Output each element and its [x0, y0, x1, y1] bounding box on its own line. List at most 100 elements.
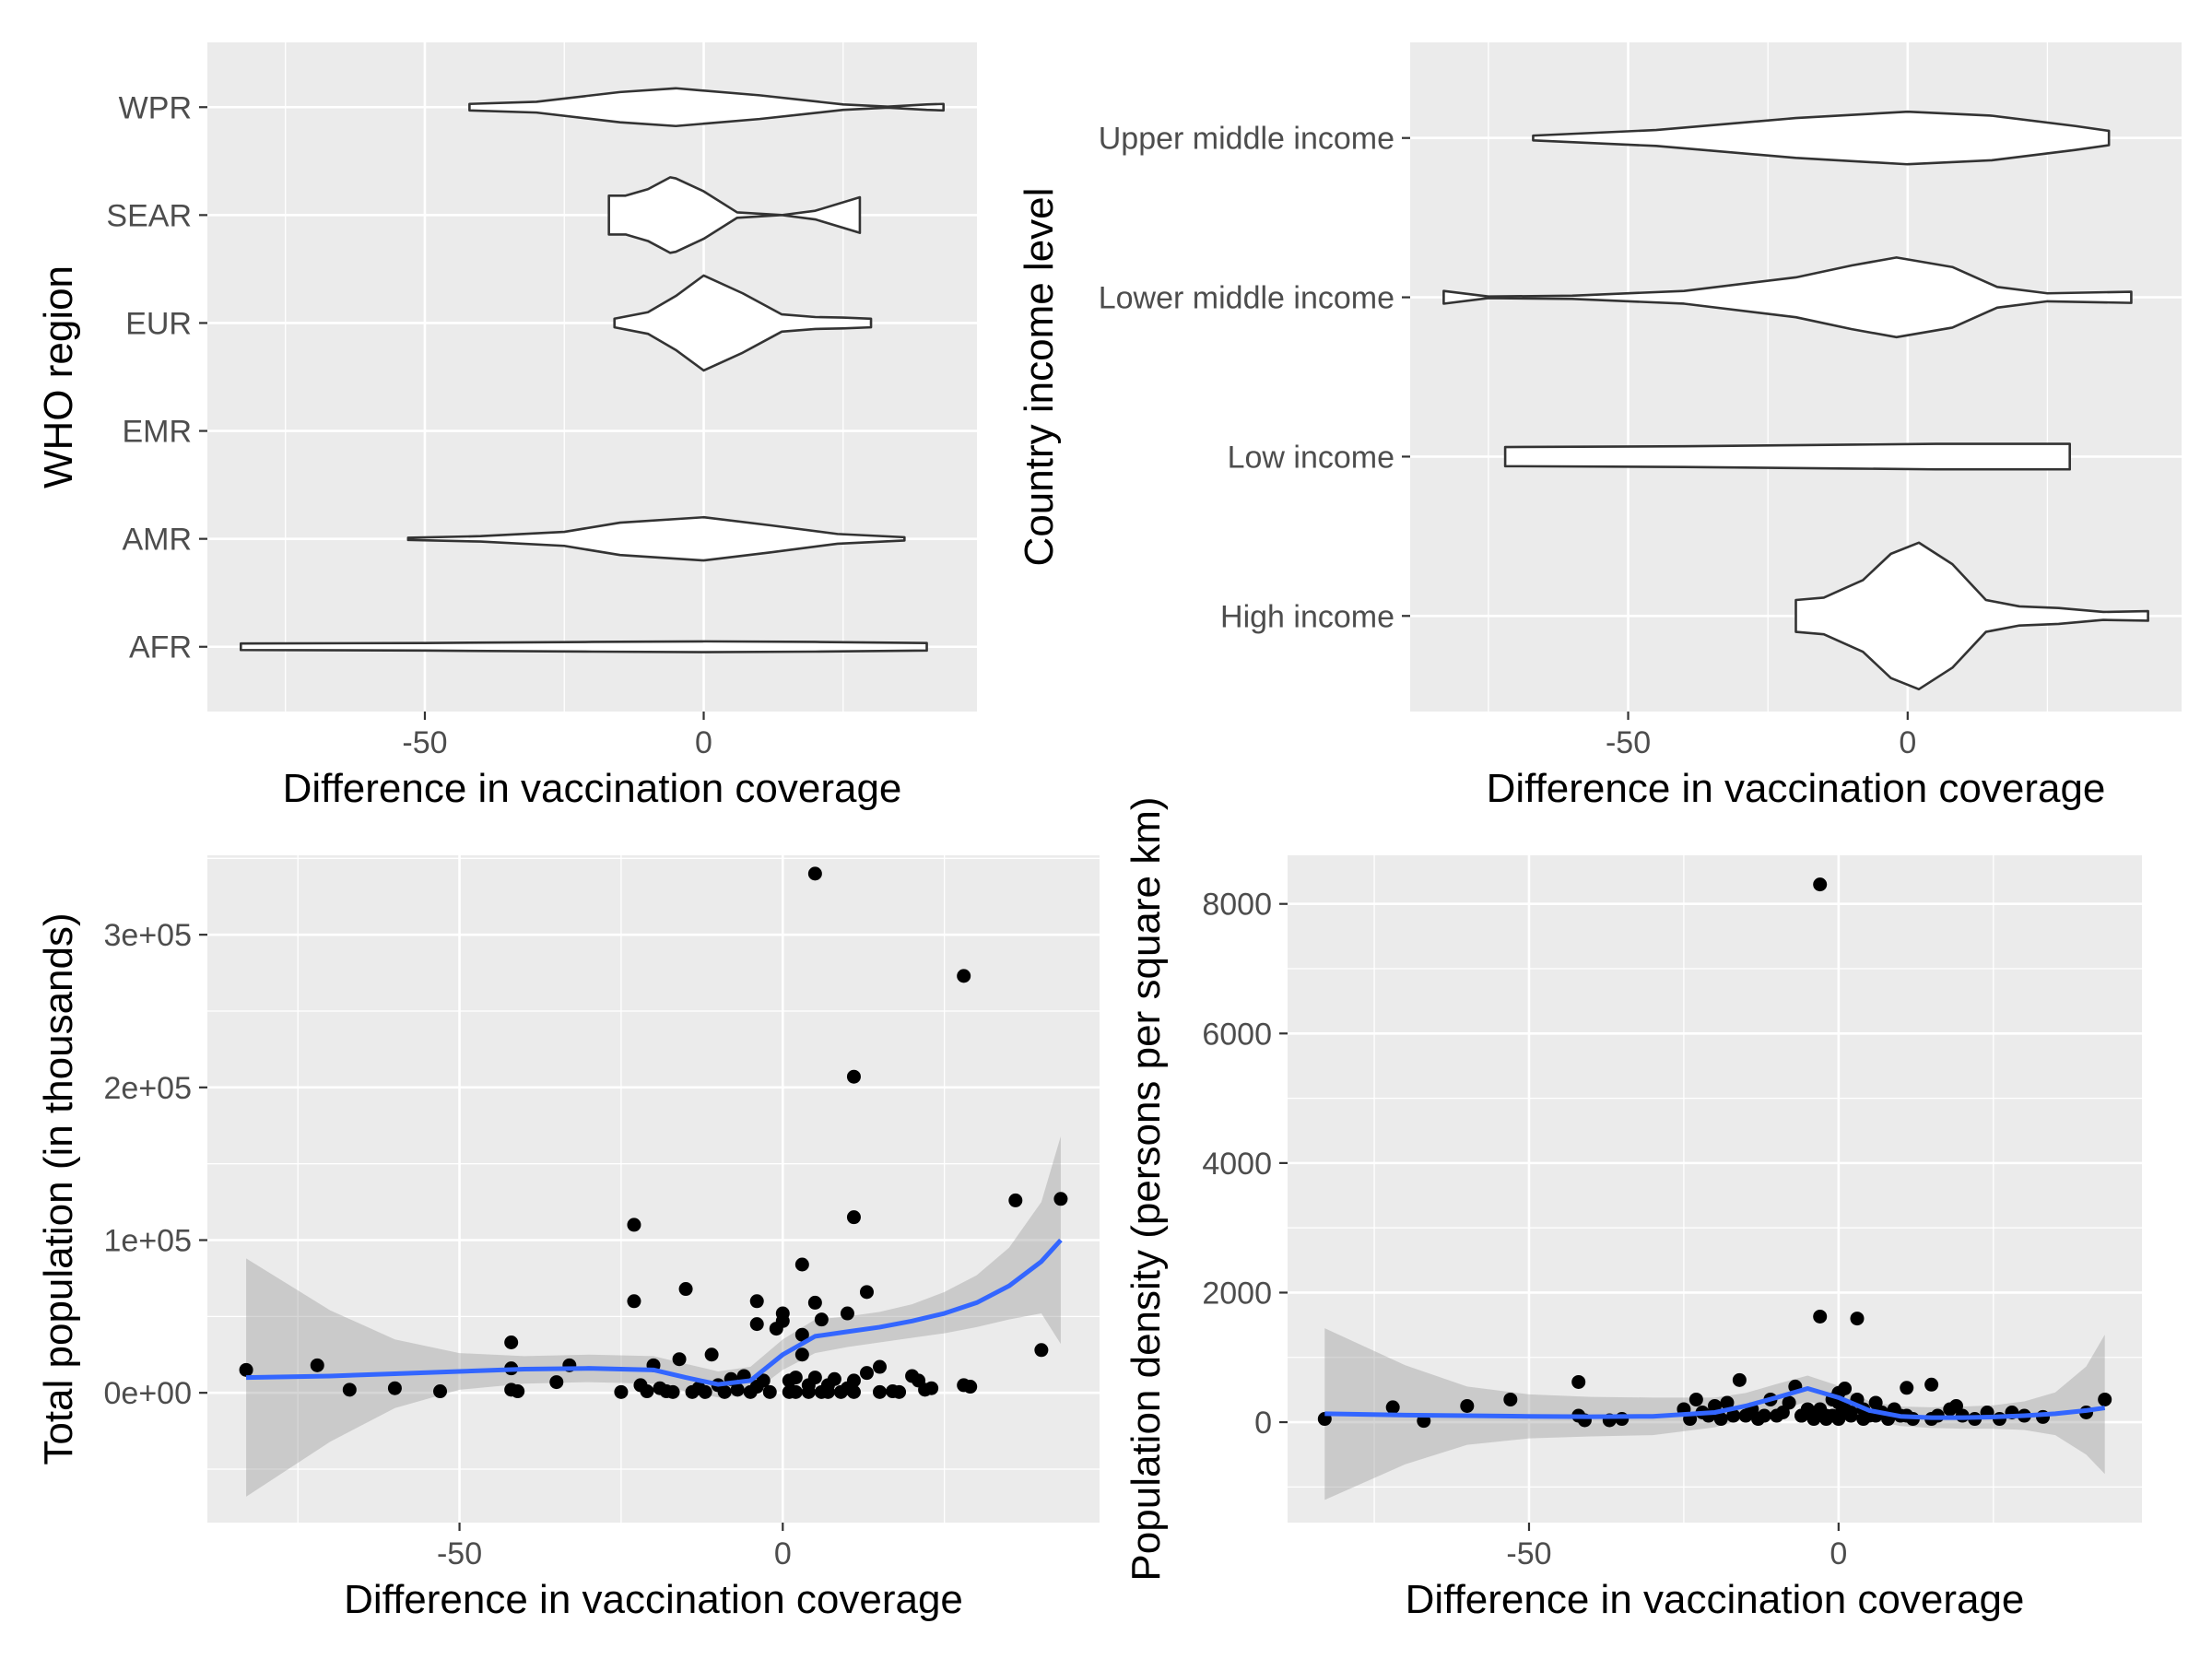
y-tick-label: Low income — [1228, 440, 1394, 475]
x-axis-title: Difference in vaccination coverage — [1406, 1577, 2025, 1622]
data-point — [963, 1380, 978, 1394]
data-point — [1732, 1372, 1747, 1387]
data-point — [1838, 1381, 1853, 1395]
data-point — [1688, 1392, 1703, 1406]
data-point — [504, 1335, 519, 1350]
x-tick-label: -50 — [402, 725, 447, 760]
data-point — [1615, 1412, 1630, 1427]
data-point — [749, 1294, 764, 1309]
y-axis-title: Population density (persons per square k… — [1124, 796, 1169, 1581]
data-point — [846, 1210, 861, 1225]
y-tick-label: EUR — [125, 306, 192, 341]
data-point — [1713, 1412, 1728, 1427]
data-point — [873, 1359, 888, 1374]
data-point — [794, 1347, 809, 1362]
data-point — [788, 1371, 803, 1385]
y-tick-label: AMR — [122, 523, 192, 558]
data-point — [840, 1306, 854, 1321]
x-axis-title: Difference in vaccination coverage — [344, 1577, 963, 1622]
panel-background — [207, 855, 1100, 1523]
data-point — [1843, 1408, 1858, 1423]
violin-high-income — [1794, 541, 2149, 691]
violin-amr — [406, 515, 906, 562]
data-point — [1720, 1395, 1735, 1410]
data-point — [1571, 1374, 1586, 1389]
y-tick-label: 2000 — [1202, 1276, 1272, 1311]
x-axis-title: Difference in vaccination coverage — [1487, 766, 2106, 811]
confidence-band — [246, 1135, 1061, 1497]
violin-lower-middle-income — [1442, 256, 2133, 339]
data-point — [1813, 877, 1828, 892]
y-tick-label: Upper middle income — [1099, 122, 1394, 157]
y-tick-label: SEAR — [106, 198, 192, 233]
data-point — [433, 1384, 448, 1399]
data-point — [310, 1358, 324, 1372]
violin-sear — [607, 176, 862, 254]
y-tick-label: AFR — [129, 630, 192, 665]
x-tick-label: -50 — [1506, 1536, 1551, 1571]
data-point — [1503, 1392, 1518, 1406]
data-point — [342, 1382, 357, 1397]
data-point — [794, 1327, 809, 1342]
y-tick-label: 0 — [1254, 1406, 1272, 1441]
data-point — [775, 1306, 790, 1321]
data-point — [807, 866, 822, 881]
panel-p1: -50 0 AFR AMR EMR EUR SEAR WPR Difference in vac… — [36, 42, 977, 811]
y-tick-label: High income — [1220, 599, 1394, 634]
data-point — [788, 1384, 803, 1399]
data-point — [1900, 1381, 1914, 1395]
y-tick-label: 4000 — [1202, 1147, 1272, 1182]
data-point — [1385, 1400, 1400, 1415]
x-tick-label: 0 — [774, 1536, 792, 1571]
y-tick-label: 6000 — [1202, 1017, 1272, 1052]
data-point — [672, 1352, 687, 1367]
data-point — [749, 1317, 764, 1332]
data-point — [730, 1382, 745, 1397]
data-point — [1924, 1377, 1939, 1392]
x-gridlines — [297, 855, 946, 1523]
violin-low-income — [1503, 442, 2071, 471]
data-point — [704, 1347, 719, 1362]
data-point — [756, 1373, 771, 1388]
panel-p4: -50 0 0 2000 4000 6000 8000 Difference in vacci… — [1124, 796, 2142, 1622]
data-point — [1782, 1395, 1796, 1410]
data-point — [859, 1285, 874, 1300]
violin-upper-middle-income — [1532, 110, 2111, 166]
data-point — [892, 1384, 907, 1399]
y-tick-label: 3e+05 — [104, 918, 193, 953]
data-point — [1008, 1193, 1023, 1207]
y-axis-title: WHO region — [36, 265, 81, 488]
data-point — [627, 1218, 641, 1232]
data-point — [665, 1384, 680, 1399]
data-point — [846, 1069, 861, 1084]
y-tick-label: 8000 — [1202, 888, 1272, 923]
data-point — [549, 1375, 564, 1390]
data-point — [678, 1282, 693, 1297]
data-point — [957, 969, 971, 983]
y-axis-title: Total population (in thousands) — [36, 912, 81, 1465]
data-point — [924, 1381, 939, 1395]
x-gridlines — [285, 42, 844, 712]
data-point — [827, 1371, 841, 1386]
x-tick-label: 0 — [695, 725, 712, 760]
data-point — [859, 1366, 874, 1381]
data-point — [698, 1384, 712, 1399]
data-point — [614, 1384, 629, 1399]
data-point — [807, 1371, 822, 1385]
x-tick-label: 0 — [1899, 725, 1916, 760]
data-point — [1053, 1192, 1068, 1206]
data-point — [1726, 1408, 1741, 1423]
data-point — [1460, 1398, 1475, 1413]
data-point — [387, 1381, 402, 1395]
data-point — [1757, 1408, 1771, 1423]
y-gridlines — [207, 857, 1100, 1470]
data-point — [762, 1384, 777, 1399]
smooth-line — [1324, 1386, 2106, 1420]
data-point — [846, 1384, 861, 1399]
data-point — [794, 1257, 809, 1272]
violin-afr — [240, 640, 928, 653]
violin-wpr — [468, 87, 945, 128]
data-point — [846, 1373, 861, 1388]
data-point — [2098, 1392, 2112, 1406]
